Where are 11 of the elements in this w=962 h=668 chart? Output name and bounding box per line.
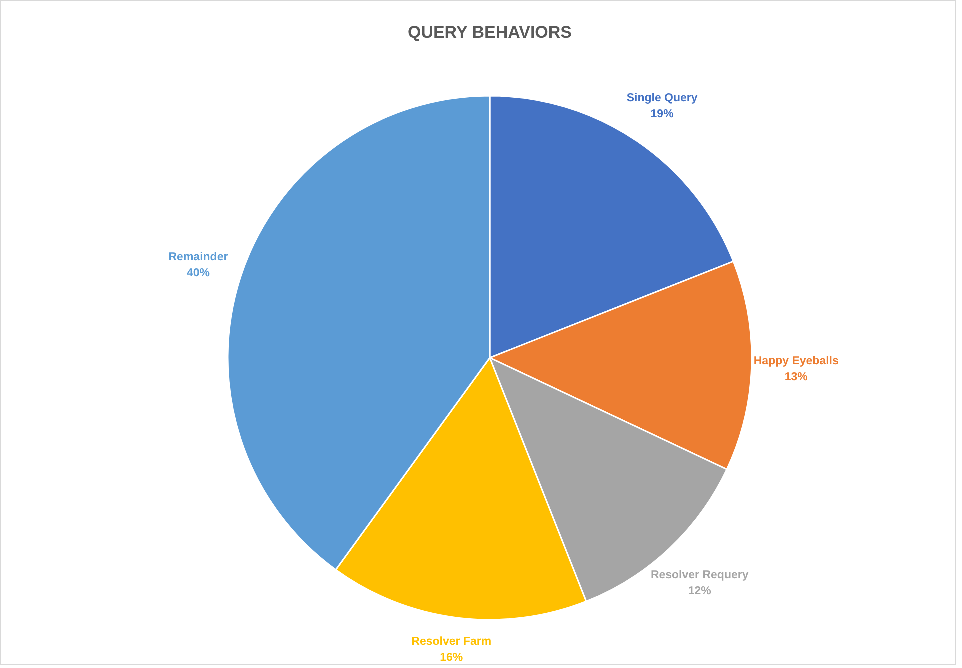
slice-label: Remainder xyxy=(168,251,229,264)
slice-label: Resolver Requery xyxy=(650,569,750,582)
slice-label: Happy Eyeballs xyxy=(754,356,839,368)
chart-title: QUERY BEHAVIORS xyxy=(408,23,572,42)
data-label: 16% xyxy=(440,652,464,664)
data-label: 19% xyxy=(650,108,674,120)
data-label: 40% xyxy=(186,267,210,280)
data-label: 13% xyxy=(784,372,808,384)
slice-label: Resolver Farm xyxy=(412,636,492,648)
data-label: 12% xyxy=(688,585,712,598)
slice-label: Single Query xyxy=(626,92,698,104)
